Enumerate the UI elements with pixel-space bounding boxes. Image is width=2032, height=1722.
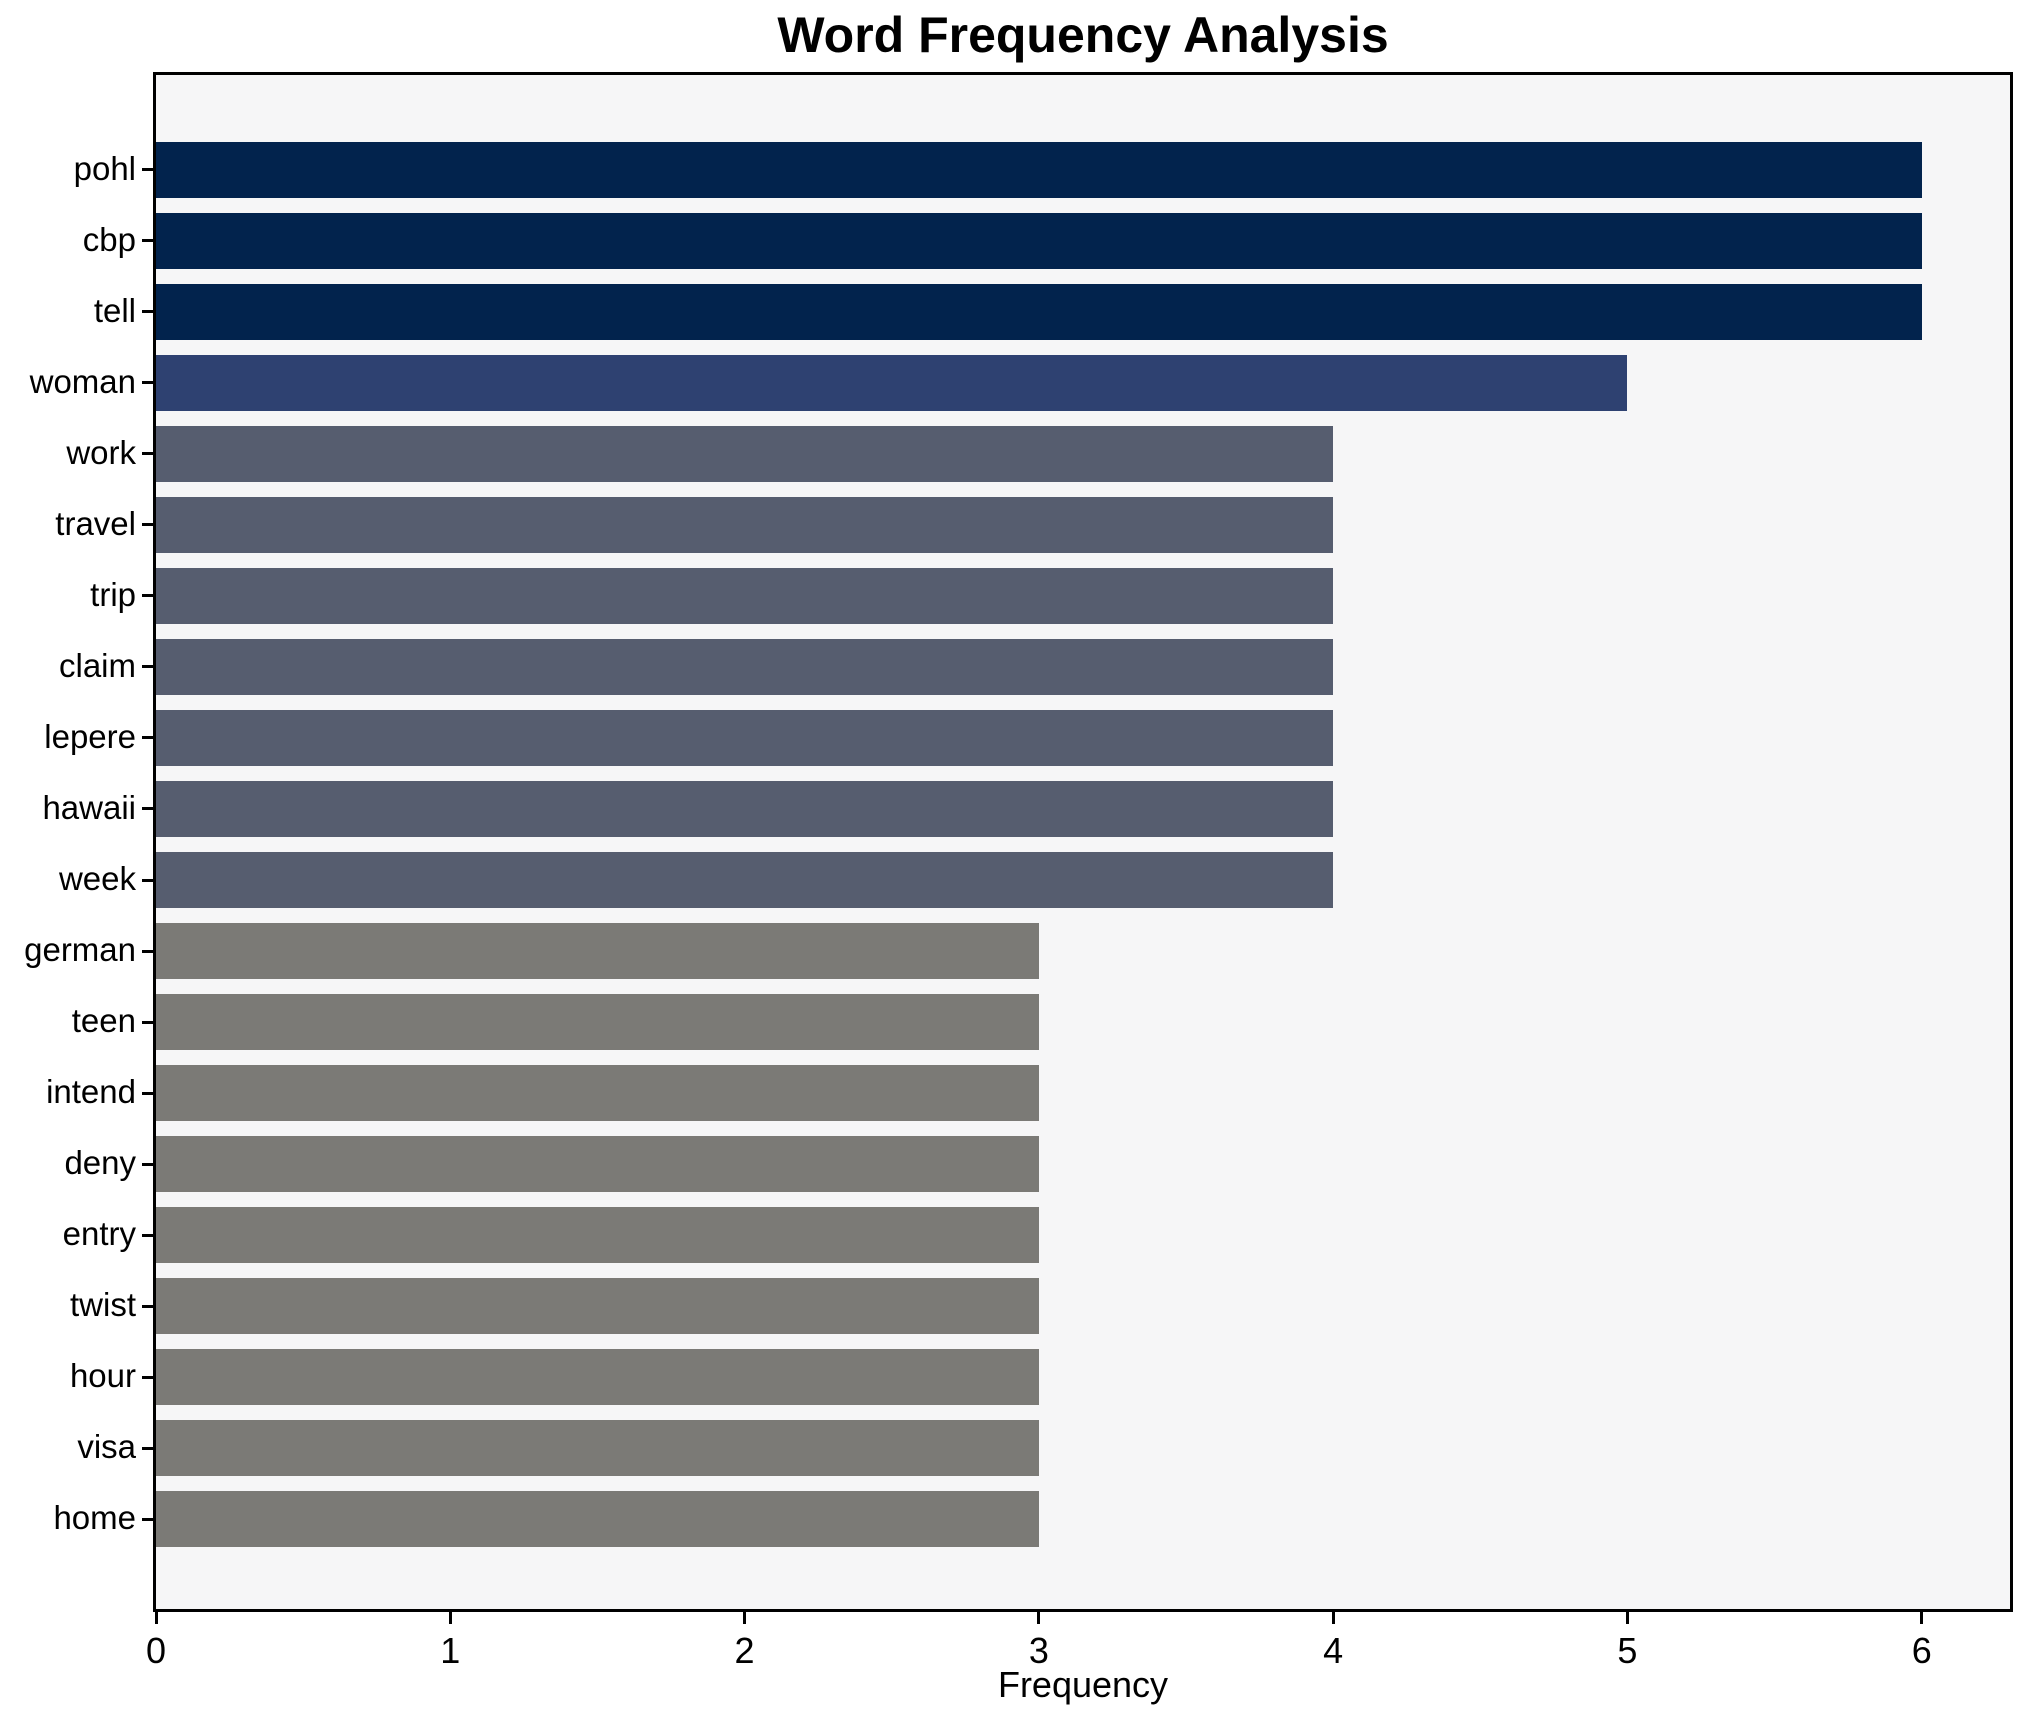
bar <box>156 1065 1039 1122</box>
y-tick-label: woman <box>29 362 136 400</box>
y-tick-label: german <box>24 931 136 969</box>
y-tick-label: cbp <box>82 220 136 258</box>
y-tick-mark <box>142 310 153 314</box>
y-tick-label: claim <box>58 647 136 685</box>
bar <box>156 923 1039 980</box>
y-tick-label: intend <box>46 1073 136 1111</box>
y-tick-label: twist <box>70 1286 136 1324</box>
bar <box>156 638 1334 695</box>
y-tick-mark <box>142 949 153 953</box>
bar <box>156 283 1922 340</box>
y-tick-label: tell <box>93 291 136 329</box>
x-tick-label: 5 <box>1617 1630 1638 1671</box>
y-tick-mark <box>142 807 153 811</box>
y-tick-mark <box>142 1446 153 1450</box>
x-tick-label: 3 <box>1028 1630 1049 1671</box>
y-tick-label: visa <box>77 1428 136 1466</box>
y-tick-label: home <box>53 1499 136 1537</box>
y-tick-mark <box>142 1304 153 1308</box>
x-tick-label: 0 <box>145 1630 167 1671</box>
x-tick-mark <box>1037 1612 1041 1624</box>
x-tick-label: 2 <box>734 1630 755 1671</box>
x-tick-mark <box>1625 1612 1629 1624</box>
x-tick-label: 4 <box>1323 1630 1344 1671</box>
bar <box>156 709 1334 766</box>
bar <box>156 1278 1039 1335</box>
y-tick-label: entry <box>62 1215 136 1253</box>
bar <box>156 496 1334 553</box>
y-tick-mark <box>142 1517 153 1521</box>
y-tick-label: pohl <box>73 149 136 187</box>
bar <box>156 141 1922 198</box>
y-tick-mark <box>142 239 153 243</box>
y-tick-label: teen <box>71 1002 136 1040</box>
y-tick-label: deny <box>64 1144 136 1182</box>
x-tick-mark <box>448 1612 452 1624</box>
bar <box>156 1136 1039 1193</box>
bar <box>156 994 1039 1051</box>
y-tick-label: lepere <box>44 718 136 756</box>
x-tick-label: 1 <box>440 1630 461 1671</box>
y-tick-mark <box>142 878 153 882</box>
x-tick-mark <box>154 1612 158 1624</box>
x-tick-mark <box>1331 1612 1335 1624</box>
y-tick-label: week <box>58 860 136 898</box>
x-tick-mark <box>743 1612 747 1624</box>
bar <box>156 1207 1039 1264</box>
y-tick-mark <box>142 523 153 527</box>
y-tick-mark <box>142 452 153 456</box>
y-tick-mark <box>142 1162 153 1166</box>
bar <box>156 852 1334 908</box>
x-tick-label: 6 <box>1911 1630 1932 1671</box>
y-tick-mark <box>142 381 153 385</box>
y-tick-mark <box>142 594 153 598</box>
y-tick-label: work <box>66 433 136 471</box>
y-tick-mark <box>142 168 153 171</box>
bar <box>156 354 1628 411</box>
x-tick-mark <box>1920 1612 1924 1624</box>
y-tick-label: hawaii <box>42 789 136 827</box>
x-axis-label: Frequency <box>997 1664 1169 1705</box>
bar <box>156 780 1334 837</box>
y-tick-mark <box>142 1375 153 1379</box>
bar <box>156 1420 1039 1477</box>
bar <box>156 212 1922 269</box>
bar <box>156 567 1334 624</box>
bar <box>156 1349 1039 1406</box>
y-tick-mark <box>142 1020 153 1024</box>
y-tick-mark <box>142 1233 153 1237</box>
y-tick-label: travel <box>55 504 136 542</box>
y-tick-mark <box>142 1091 153 1095</box>
y-tick-mark <box>142 736 153 740</box>
bar <box>156 1491 1039 1548</box>
y-tick-mark <box>142 665 153 669</box>
chart-title: Word Frequency Analysis <box>777 7 1389 63</box>
plot-area <box>153 72 2013 1612</box>
bar <box>156 425 1334 482</box>
y-tick-label: trip <box>90 576 136 614</box>
y-tick-label: hour <box>69 1357 136 1395</box>
